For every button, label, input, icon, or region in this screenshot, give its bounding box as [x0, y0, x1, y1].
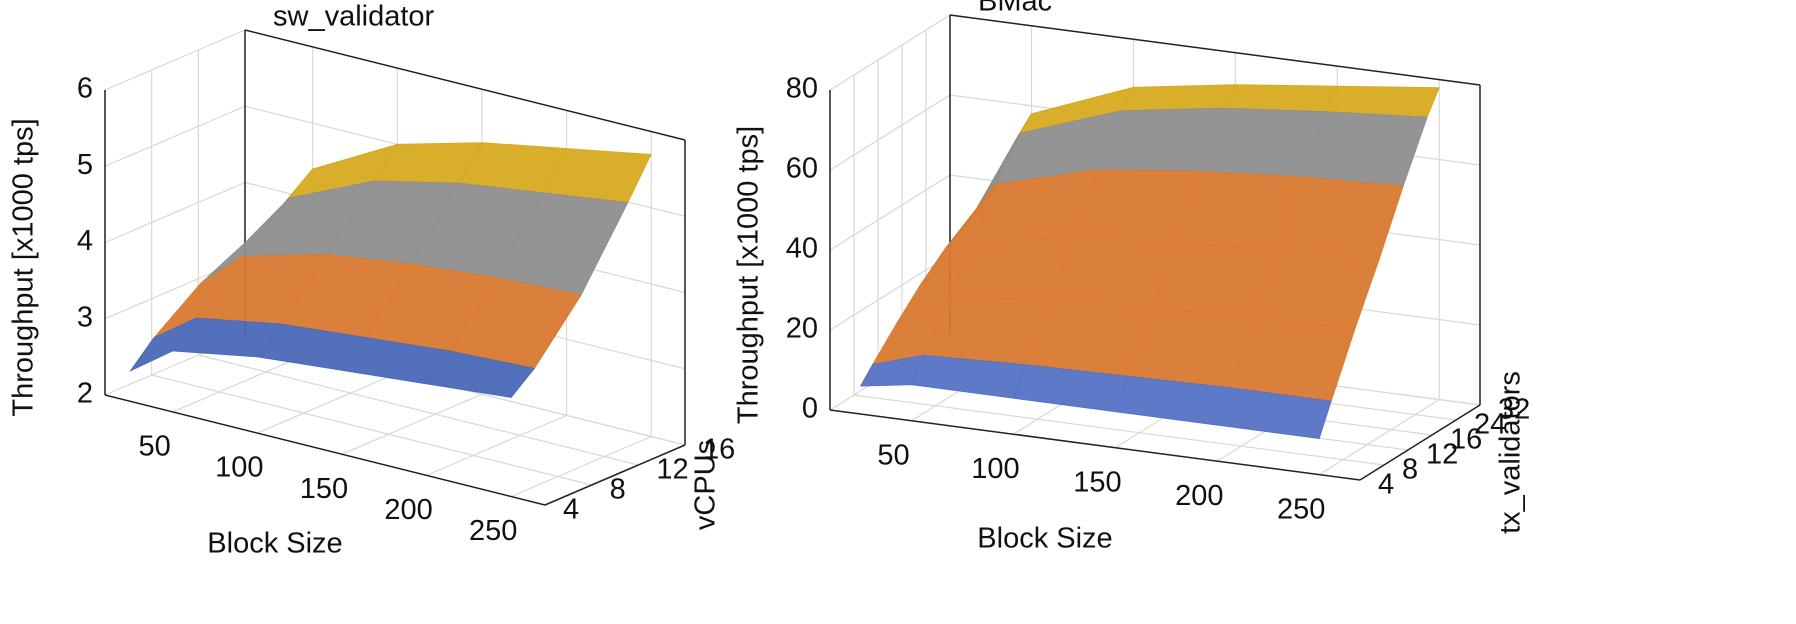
side-grid-line [829, 14, 951, 91]
floor-grid-line [1318, 399, 1440, 476]
floor-grid-line [853, 394, 1385, 466]
y-tick-label: 32 [1498, 394, 1530, 426]
y-tick-label: 4 [563, 494, 579, 526]
surface-patch [1120, 84, 1237, 112]
x-tick-label: 50 [139, 431, 171, 463]
surface-patch [425, 350, 536, 398]
z-tick-label: 5 [77, 149, 93, 181]
chart-title: BMac [978, 0, 1052, 18]
axis-line [829, 409, 1361, 481]
z-tick-label: 20 [786, 313, 818, 345]
y-tick-label: 8 [1402, 454, 1418, 486]
y-axis-label: vCPUs [690, 440, 722, 530]
floor-grid-line [198, 354, 639, 466]
side-grid-line [829, 174, 951, 251]
surface-patch [1222, 84, 1338, 113]
x-tick-label: 250 [1277, 493, 1325, 525]
side-grid-line [104, 181, 246, 244]
side-grid-line [104, 29, 246, 91]
x-axis-label: Block Size [207, 528, 342, 560]
y-tick-label: 8 [610, 474, 626, 506]
z-axis-label: Throughput [x1000 tps] [8, 118, 40, 416]
z-tick-label: 4 [77, 225, 93, 257]
y-tick-label: 24 [1474, 409, 1506, 441]
floor-grid-line [510, 435, 652, 498]
surface-patch [1216, 387, 1332, 440]
floor-grid-line [151, 374, 592, 486]
x-tick-label: 150 [1073, 466, 1121, 498]
floor-grid-line [257, 372, 398, 434]
x-tick-label: 100 [971, 453, 1019, 485]
axis-line [949, 14, 1481, 86]
axis-line [1359, 404, 1481, 481]
y-tick-label: 12 [1426, 439, 1458, 471]
x-tick-label: 250 [469, 515, 517, 547]
z-tick-label: 3 [77, 301, 93, 333]
side-grid-line [829, 94, 951, 171]
z-tick-label: 2 [77, 378, 93, 410]
z-tick-label: 0 [802, 393, 818, 425]
z-tick-label: 6 [77, 73, 93, 105]
axis-line [104, 394, 546, 506]
y-tick-label: 16 [703, 434, 735, 466]
floor-grid-line [341, 393, 483, 455]
chart-title: sw_validator [273, 1, 435, 33]
x-tick-label: 100 [215, 452, 263, 484]
axis-line [544, 444, 686, 506]
x-tick-label: 200 [1175, 480, 1223, 512]
z-tick-label: 60 [786, 153, 818, 185]
y-tick-label: 12 [656, 454, 688, 486]
z-tick-label: 40 [786, 233, 818, 265]
y-tick-label: 4 [1378, 469, 1394, 501]
y-axis-label: tx_validators [1495, 371, 1527, 534]
x-axis-label: Block Size [977, 523, 1112, 555]
y-tick-label: 16 [1450, 424, 1482, 456]
z-axis-label: Throughput [x1000 tps] [733, 126, 765, 424]
x-tick-label: 150 [300, 473, 348, 505]
x-tick-label: 200 [384, 494, 432, 526]
side-grid-line [829, 254, 951, 331]
floor-grid-line [426, 414, 567, 476]
axis-line [244, 29, 686, 141]
z-tick-label: 80 [786, 73, 818, 105]
x-tick-label: 50 [877, 439, 909, 471]
side-grid-line [104, 105, 246, 167]
